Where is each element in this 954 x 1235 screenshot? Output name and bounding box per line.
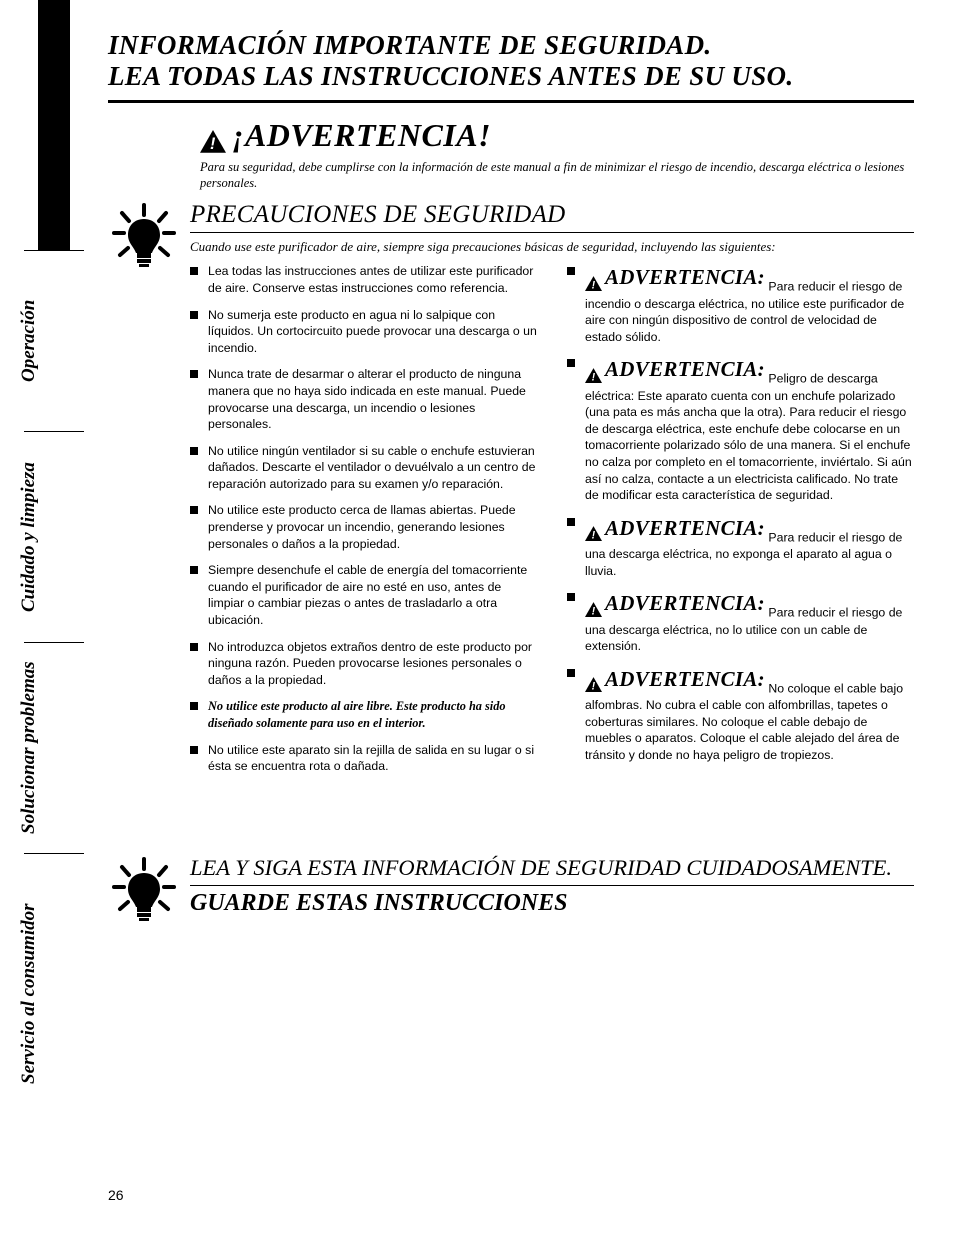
- bullet-item: No utilice este producto cerca de llamas…: [190, 502, 537, 552]
- precauciones-intro: Cuando use este purificador de aire, sie…: [190, 239, 914, 255]
- sidebar-tabs: Seguridad Operación Cuidado y limpieza S…: [18, 30, 90, 1190]
- svg-text:!: !: [210, 135, 216, 153]
- main-content: INFORMACIÓN IMPORTANTE DE SEGURIDAD. LEA…: [108, 30, 914, 932]
- tab-operacion[interactable]: Operación: [18, 251, 90, 431]
- svg-text:!: !: [592, 605, 596, 617]
- warning-label: !ADVERTENCIA:: [585, 665, 765, 693]
- tab-solucion[interactable]: Solucionar problemas: [18, 643, 90, 853]
- lightbulb-icon: [108, 855, 190, 932]
- warning-triangle-icon: !: [585, 596, 602, 611]
- warning-label: !ADVERTENCIA:: [585, 589, 765, 617]
- warning-item: !ADVERTENCIA: No coloque el cable bajo a…: [567, 665, 914, 764]
- warning-item: !ADVERTENCIA: Para reducir el riesgo de …: [567, 514, 914, 579]
- svg-text:!: !: [592, 530, 596, 542]
- footer-line1: LEA Y SIGA ESTA INFORMACIÓN DE SEGURIDAD…: [190, 855, 914, 886]
- bullet-item: Siempre desenchufe el cable de energía d…: [190, 562, 537, 628]
- tab-seguridad[interactable]: Seguridad: [18, 30, 90, 250]
- bullet-item: No utilice ningún ventilador si su cable…: [190, 443, 537, 493]
- warning-label: !ADVERTENCIA:: [585, 514, 765, 542]
- bullet-item: No introduzca objetos extraños dentro de…: [190, 639, 537, 689]
- bullet-item: No utilice este producto al aire libre. …: [190, 698, 537, 731]
- svg-text:!: !: [592, 279, 596, 291]
- advertencia-block: ! ¡ADVERTENCIA! Para su seguridad, debe …: [200, 117, 914, 191]
- advertencia-subtitle: Para su seguridad, debe cumplirse con la…: [200, 160, 914, 191]
- warning-label: !ADVERTENCIA:: [585, 263, 765, 291]
- warning-triangle-icon: !: [585, 671, 602, 686]
- bullet-item: Nunca trate de desarmar o alterar el pro…: [190, 366, 537, 432]
- advertencia-title: ! ¡ADVERTENCIA!: [200, 117, 914, 154]
- bullet-item: Lea todas las instrucciones antes de uti…: [190, 263, 537, 296]
- warning-triangle-icon: !: [585, 270, 602, 285]
- footer-line2: GUARDE ESTAS INSTRUCCIONES: [190, 890, 914, 917]
- advertencia-title-text: ¡ADVERTENCIA!: [232, 117, 491, 154]
- warning-text: No coloque el cable bajo alfombras. No c…: [585, 681, 903, 761]
- warning-triangle-icon: !: [200, 124, 226, 147]
- title-line1: INFORMACIÓN IMPORTANTE DE SEGURIDAD.: [108, 30, 711, 60]
- footer-section: LEA Y SIGA ESTA INFORMACIÓN DE SEGURIDAD…: [108, 855, 914, 932]
- page-number: 26: [108, 1187, 124, 1203]
- tab-servicio[interactable]: Servicio al consumidor: [18, 854, 90, 1134]
- svg-text:!: !: [592, 372, 596, 384]
- warning-item: !ADVERTENCIA: Peligro de descarga eléctr…: [567, 355, 914, 503]
- warning-label: !ADVERTENCIA:: [585, 355, 765, 383]
- bullet-item: No sumerja este producto en agua ni lo s…: [190, 307, 537, 357]
- title-line2: LEA TODAS LAS INSTRUCCIONES ANTES DE SU …: [108, 61, 793, 91]
- lightbulb-icon: [108, 201, 190, 278]
- right-column: !ADVERTENCIA: Para reducir el riesgo de …: [567, 263, 914, 784]
- warning-triangle-icon: !: [585, 362, 602, 377]
- warning-item: !ADVERTENCIA: Para reducir el riesgo de …: [567, 589, 914, 654]
- right-warning-list: !ADVERTENCIA: Para reducir el riesgo de …: [567, 263, 914, 763]
- left-bullet-list: Lea todas las instrucciones antes de uti…: [190, 263, 537, 774]
- precauciones-columns: Lea todas las instrucciones antes de uti…: [190, 263, 914, 784]
- warning-item: !ADVERTENCIA: Para reducir el riesgo de …: [567, 263, 914, 345]
- left-column: Lea todas las instrucciones antes de uti…: [190, 263, 537, 784]
- tab-cuidado[interactable]: Cuidado y limpieza: [18, 432, 90, 642]
- warning-text: Peligro de descarga eléctrica: Este apar…: [585, 372, 912, 502]
- precauciones-heading: PRECAUCIONES DE SEGURIDAD: [190, 201, 914, 233]
- main-title: INFORMACIÓN IMPORTANTE DE SEGURIDAD. LEA…: [108, 30, 914, 92]
- title-rule: [108, 100, 914, 103]
- precauciones-section: PRECAUCIONES DE SEGURIDAD Cuando use est…: [108, 201, 914, 784]
- svg-text:!: !: [592, 681, 596, 693]
- warning-triangle-icon: !: [585, 520, 602, 535]
- bullet-item: No utilice este aparato sin la rejilla d…: [190, 742, 537, 775]
